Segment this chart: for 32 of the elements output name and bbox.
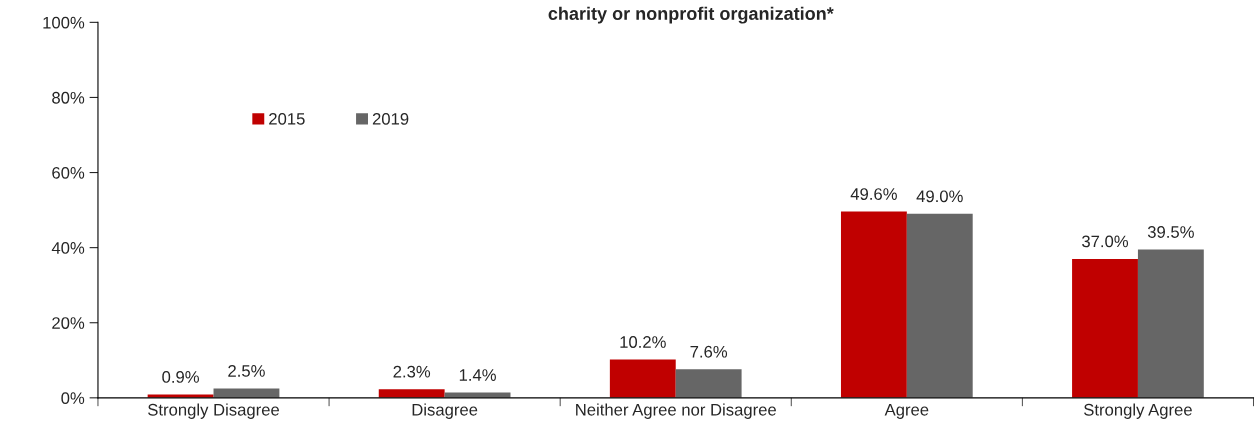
bar xyxy=(906,213,973,398)
bar xyxy=(378,389,445,398)
y-tick-label: 100% xyxy=(43,16,85,29)
data-label: 2.3% xyxy=(393,365,431,378)
legend-label: 2015 xyxy=(269,112,305,125)
data-label: 7.6% xyxy=(690,345,728,358)
x-tick-label: Strongly Disagree xyxy=(148,403,280,419)
data-label: 1.4% xyxy=(459,369,496,381)
data-label: 37.0% xyxy=(1082,235,1129,248)
x-tick-label: Strongly Agree xyxy=(1084,403,1192,419)
bar xyxy=(840,211,907,398)
y-tick-label: 80% xyxy=(52,91,85,104)
data-label: 0.9% xyxy=(162,371,199,383)
data-label: 49.0% xyxy=(916,190,963,203)
x-tick-label: Agree xyxy=(884,404,929,419)
bar xyxy=(675,369,742,398)
bar xyxy=(1137,249,1204,398)
x-tick-label: Disagree xyxy=(412,403,478,419)
bar xyxy=(213,388,280,398)
x-tick-label: Neither Agree nor Disagree xyxy=(576,403,776,419)
y-tick-label: 60% xyxy=(52,166,85,179)
y-tick-label: 40% xyxy=(51,242,85,254)
data-label: 39.5% xyxy=(1147,226,1194,238)
bar xyxy=(609,359,676,398)
data-label: 49.6% xyxy=(850,188,897,200)
data-label: 10.2% xyxy=(620,336,666,348)
y-tick-label: 0% xyxy=(61,392,85,405)
chart-title: charity or nonprofit organization* xyxy=(548,6,834,24)
legend-label: 2019 xyxy=(372,112,409,125)
bar xyxy=(1072,258,1138,398)
data-label: 2.5% xyxy=(228,365,265,377)
y-tick-label: 20% xyxy=(52,317,85,329)
